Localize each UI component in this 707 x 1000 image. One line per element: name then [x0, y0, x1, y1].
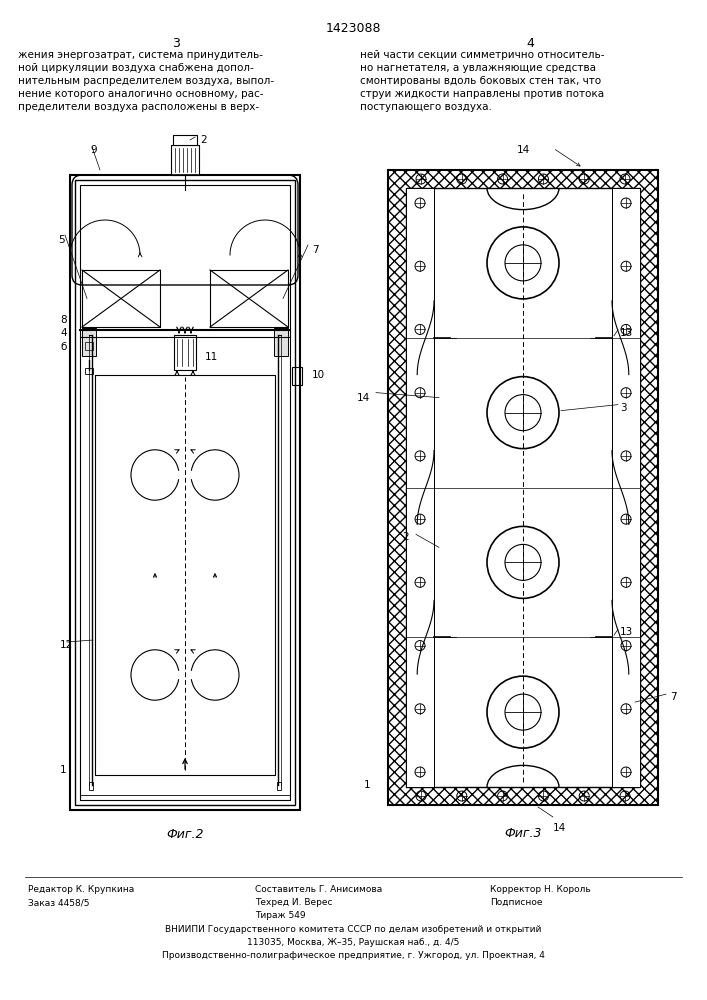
Text: 4: 4 [60, 328, 66, 338]
Text: смонтированы вдоль боковых стен так, что: смонтированы вдоль боковых стен так, что [360, 76, 601, 86]
Text: Редактор К. Крупкина: Редактор К. Крупкина [28, 885, 134, 894]
Text: но нагнетателя, а увлажняющие средства: но нагнетателя, а увлажняющие средства [360, 63, 596, 73]
Bar [171, 145, 199, 175]
Text: Фиг.3: Фиг.3 [504, 827, 542, 840]
Bar [82, 328, 96, 356]
Bar [406, 188, 640, 787]
Text: 13: 13 [620, 328, 633, 338]
Bar [75, 180, 295, 805]
Text: ней части секции симметрично относитель-: ней части секции симметрично относитель- [360, 50, 604, 60]
Bar [70, 175, 300, 810]
Bar [85, 368, 93, 374]
Text: 3: 3 [620, 403, 626, 413]
Text: 113035, Москва, Ж–35, Раушская наб., д. 4/5: 113035, Москва, Ж–35, Раушская наб., д. … [247, 938, 459, 947]
Text: Техред И. Верес: Техред И. Верес [255, 898, 332, 907]
Text: жения энергозатрат, система принудитель-: жения энергозатрат, система принудитель- [18, 50, 263, 60]
Text: поступающего воздуха.: поступающего воздуха. [360, 102, 492, 112]
Bar [80, 185, 290, 800]
Text: пределители воздуха расположены в верх-: пределители воздуха расположены в верх- [18, 102, 259, 112]
Text: Подписное: Подписное [490, 898, 542, 907]
Text: нение которого аналогично основному, рас-: нение которого аналогично основному, рас… [18, 89, 264, 99]
Text: 1: 1 [363, 780, 370, 790]
Text: 12: 12 [60, 640, 74, 650]
Text: Тираж 549: Тираж 549 [255, 911, 305, 920]
Bar [173, 135, 197, 145]
Bar [388, 170, 658, 805]
Text: 7: 7 [670, 692, 677, 702]
Text: 13: 13 [620, 627, 633, 637]
Text: 4: 4 [526, 37, 534, 50]
Text: 14: 14 [357, 393, 370, 403]
Text: 2: 2 [200, 135, 206, 145]
Text: Фиг.2: Фиг.2 [166, 828, 204, 841]
Text: струи жидкости направлены против потока: струи жидкости направлены против потока [360, 89, 604, 99]
Bar [174, 335, 196, 370]
Text: Заказ 4458/5: Заказ 4458/5 [28, 898, 90, 907]
Text: нительным распределителем воздуха, выпол-: нительным распределителем воздуха, выпол… [18, 76, 274, 86]
Bar [277, 782, 281, 790]
Text: 14: 14 [553, 823, 566, 833]
Text: 14: 14 [516, 145, 530, 155]
Text: ВНИИПИ Государственного комитета СССР по делам изобретений и открытий: ВНИИПИ Государственного комитета СССР по… [165, 925, 541, 934]
Text: 10: 10 [312, 370, 325, 380]
Text: 8: 8 [60, 315, 66, 325]
Text: б: б [60, 342, 66, 352]
Bar [612, 188, 640, 787]
Text: 1: 1 [60, 765, 66, 775]
Text: 1423088: 1423088 [325, 22, 381, 35]
Text: 7: 7 [312, 245, 319, 255]
Text: Производственно-полиграфическое предприятие, г. Ужгород, ул. Проектная, 4: Производственно-полиграфическое предприя… [162, 951, 544, 960]
Bar [85, 342, 93, 350]
Text: Корректор Н. Король: Корректор Н. Король [490, 885, 591, 894]
Bar [292, 367, 302, 385]
Text: 9: 9 [90, 145, 97, 155]
Text: ной циркуляции воздуха снабжена допол-: ной циркуляции воздуха снабжена допол- [18, 63, 254, 73]
Text: Составитель Г. Анисимова: Составитель Г. Анисимова [255, 885, 382, 894]
Text: 3: 3 [172, 37, 180, 50]
Text: 2: 2 [402, 532, 409, 542]
Bar [406, 188, 434, 787]
Bar [274, 328, 288, 356]
Bar [89, 782, 93, 790]
Text: 11: 11 [205, 353, 218, 362]
Text: 5: 5 [58, 235, 64, 245]
